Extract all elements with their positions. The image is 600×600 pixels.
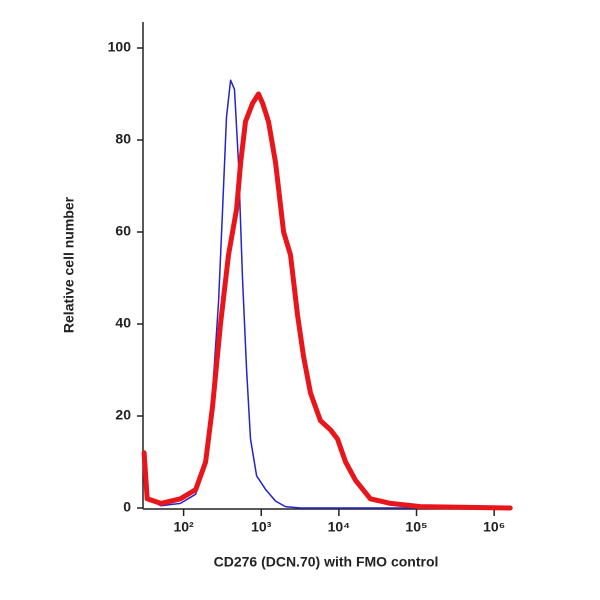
y-tick-label: 0: [123, 499, 131, 515]
y-tick-label: 80: [115, 131, 131, 147]
x-tick-label: 10⁴: [328, 519, 351, 535]
y-tick-label: 100: [108, 39, 132, 55]
series-line: [143, 79, 511, 509]
y-tick-label: 60: [115, 223, 131, 239]
x-tick-label: 10²: [173, 519, 194, 535]
series-line: [141, 91, 513, 511]
x-axis-label: CD276 (DCN.70) with FMO control: [214, 554, 439, 570]
x-tick-label: 10⁵: [405, 519, 427, 535]
y-tick-label: 20: [115, 407, 131, 423]
x-tick-label: 10⁶: [483, 519, 505, 535]
x-tick-label: 10³: [251, 519, 272, 535]
y-tick-label: 40: [115, 315, 131, 331]
y-axis-label: Relative cell number: [61, 196, 77, 333]
